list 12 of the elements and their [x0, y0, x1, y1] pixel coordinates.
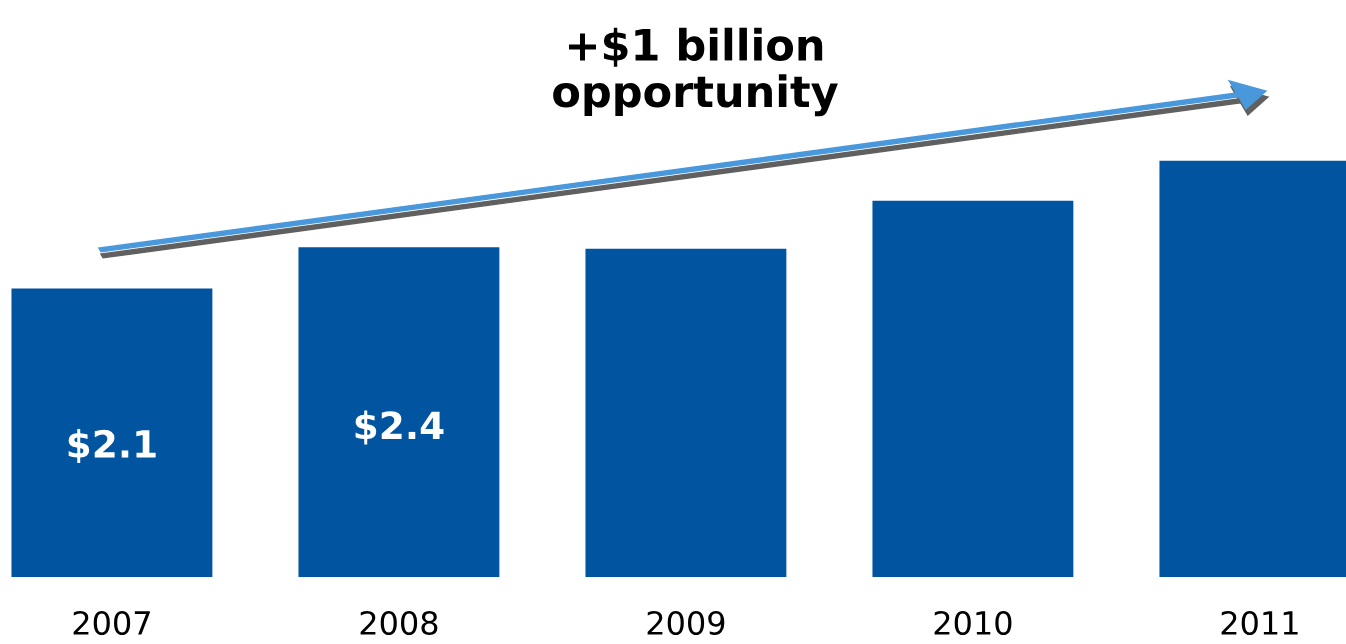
- data-label: $2.1: [68, 429, 156, 464]
- bar: [11, 288, 213, 577]
- data-label: $2.4: [355, 410, 444, 445]
- x-tick-label: 2010: [934, 610, 1012, 636]
- bar: [872, 200, 1074, 577]
- bar: [298, 247, 500, 577]
- x-tick-label: 2009: [647, 610, 725, 636]
- x-tick-label: 2007: [73, 610, 150, 636]
- bar: [585, 248, 787, 577]
- text: +$1 billion opportunity: [553, 27, 838, 117]
- x-tick-label: 2011: [1221, 610, 1298, 636]
- x-tick-label: 2008: [360, 610, 438, 636]
